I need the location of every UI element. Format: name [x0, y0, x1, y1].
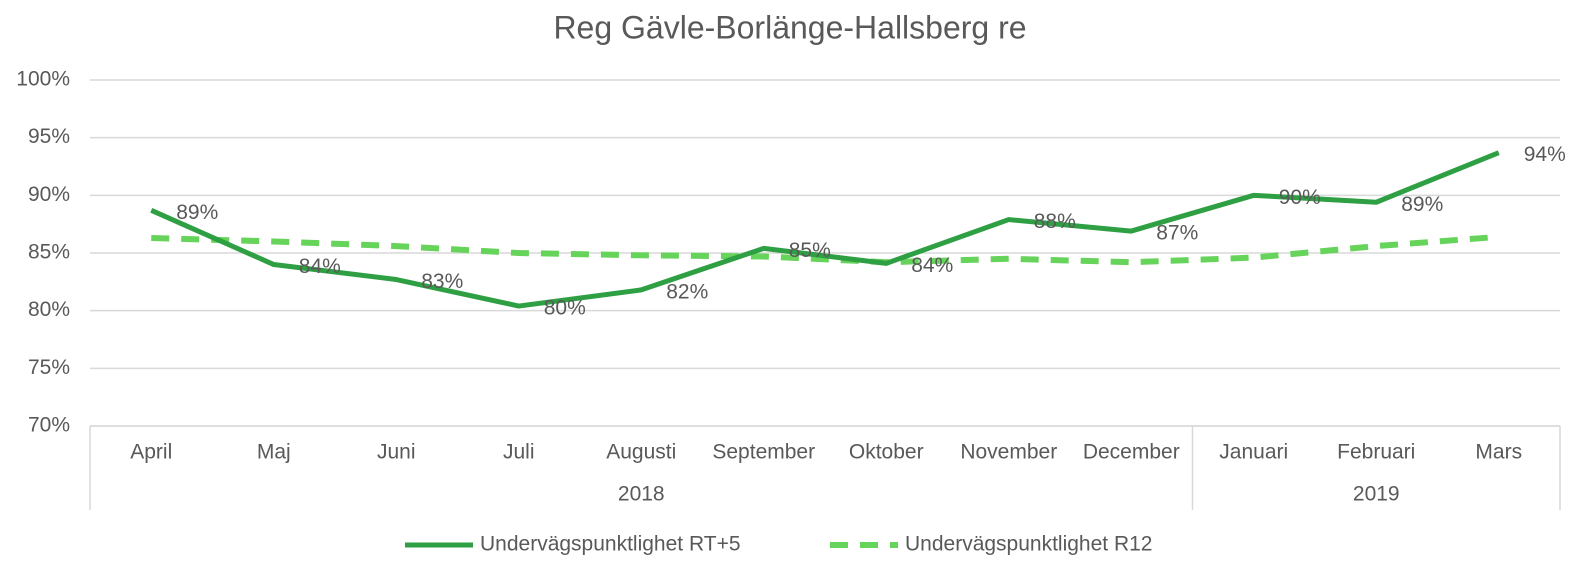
- x-tick-label: November: [960, 441, 1057, 464]
- x-tick-label: Juni: [377, 441, 416, 464]
- data-label: 84%: [299, 255, 341, 278]
- data-label: 80%: [544, 297, 586, 320]
- x-group-label: 2018: [618, 483, 665, 506]
- legend-label: Undervägspunktlighet RT+5: [480, 533, 741, 556]
- x-tick-label: Mars: [1475, 441, 1522, 464]
- x-tick-label: Oktober: [849, 441, 924, 464]
- data-label: 87%: [1156, 222, 1198, 245]
- data-label: 88%: [1034, 210, 1076, 233]
- x-tick-label: September: [712, 441, 815, 464]
- x-tick-label: Februari: [1337, 441, 1415, 464]
- data-label: 85%: [789, 239, 831, 262]
- y-tick-label: 90%: [28, 183, 70, 206]
- y-tick-label: 95%: [28, 125, 70, 148]
- x-tick-label: Maj: [257, 441, 291, 464]
- x-tick-label: Augusti: [606, 441, 676, 464]
- series-line: [151, 233, 1499, 266]
- data-label: 89%: [1401, 193, 1443, 216]
- x-tick-label: April: [130, 441, 172, 464]
- data-label: 90%: [1279, 186, 1321, 209]
- data-label: 89%: [176, 201, 218, 224]
- x-group-label: 2019: [1353, 483, 1400, 506]
- x-tick-label: December: [1083, 441, 1180, 464]
- y-tick-label: 75%: [28, 356, 70, 379]
- data-label: 83%: [421, 270, 463, 293]
- y-tick-label: 100%: [16, 68, 70, 91]
- y-tick-label: 85%: [28, 241, 70, 264]
- y-tick-label: 80%: [28, 298, 70, 321]
- data-label: 84%: [911, 254, 953, 277]
- chart-title: Reg Gävle-Borlänge-Hallsberg re: [553, 9, 1026, 45]
- data-label: 94%: [1524, 143, 1566, 166]
- y-tick-label: 70%: [28, 414, 70, 437]
- legend-label: Undervägspunktlighet R12: [905, 533, 1153, 556]
- x-tick-label: Januari: [1219, 441, 1288, 464]
- series-line: [150, 150, 1500, 309]
- x-tick-label: Juli: [503, 441, 535, 464]
- data-label: 82%: [666, 280, 708, 303]
